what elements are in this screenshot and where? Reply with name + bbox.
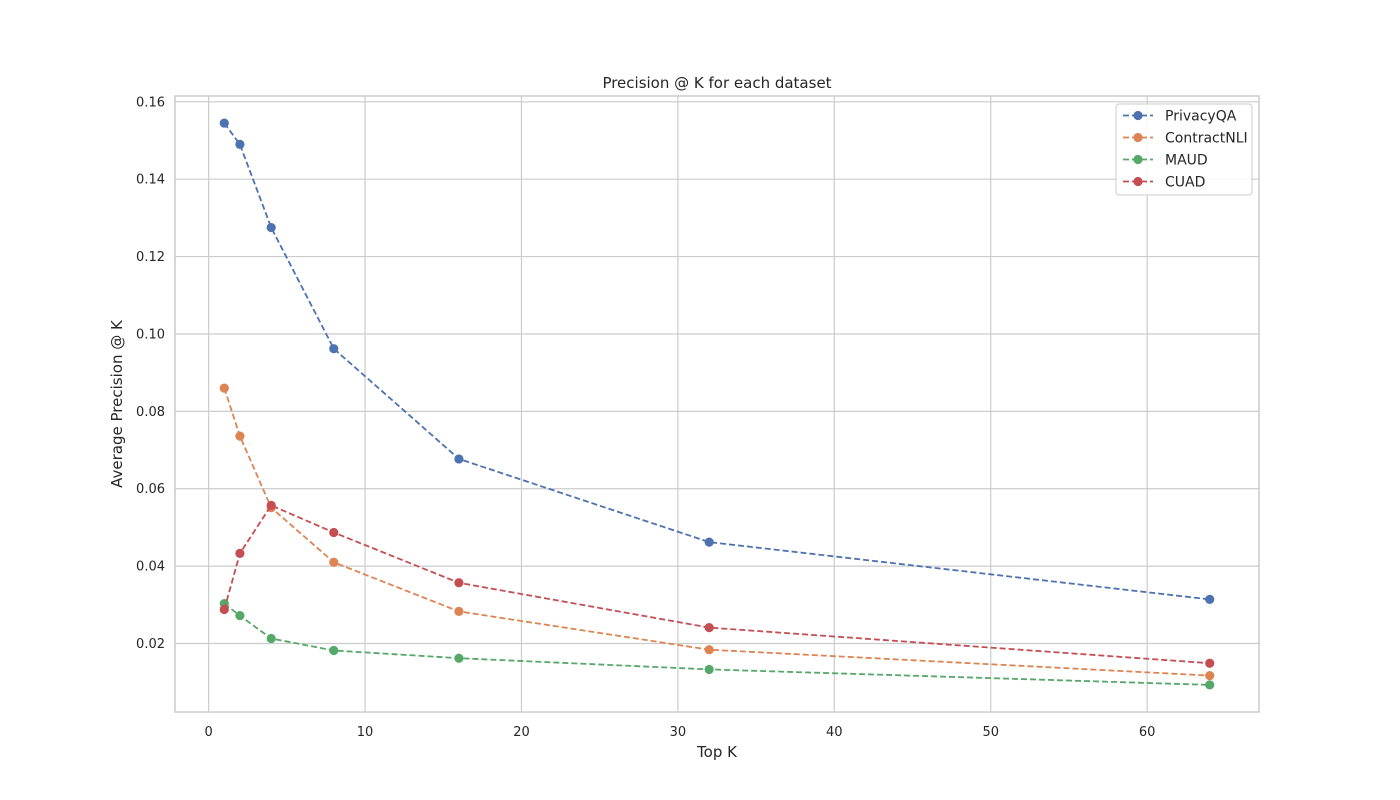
legend: PrivacyQA ContractNLI MAUD CUAD [1115,103,1253,196]
x-tick-labels: 0 10 20 30 40 50 60 [204,725,1155,740]
data-point [219,383,229,393]
legend-label: MAUD [1165,153,1208,169]
data-point [266,500,276,510]
data-point [704,537,714,547]
y-tick-label: 0.04 [136,560,165,575]
data-point [219,604,229,615]
x-tick-label: 40 [826,725,843,740]
legend-label: PrivacyQA [1165,109,1237,125]
data-point [454,578,464,588]
x-tick-label: 60 [1139,725,1156,740]
grid-lines [175,96,1259,712]
data-point [704,623,714,633]
series-privacyqa [219,118,1215,605]
legend-item-cuad: CUAD [1123,175,1205,191]
data-point [1205,671,1215,681]
data-point [704,645,714,655]
data-point [329,557,339,567]
y-tick-label: 0.06 [136,482,165,497]
y-tick-label: 0.12 [136,250,165,265]
data-point [235,139,245,149]
plot-background [175,96,1259,712]
series-contractnli [219,383,1215,681]
plot-frame [174,95,1260,713]
data-point [329,344,339,354]
y-tick-label: 0.10 [136,327,165,342]
data-point [454,653,464,663]
data-point [235,611,245,621]
data-point [329,645,339,656]
legend-label: CUAD [1165,175,1205,191]
x-tick-label: 20 [513,725,530,740]
data-point [235,548,245,558]
legend-marker [1133,110,1143,121]
legend-item-maud: MAUD [1123,153,1208,169]
data-point [454,454,464,464]
y-axis-label: Average Precision @ K [108,319,126,488]
y-tick-label: 0.08 [136,405,165,420]
data-point [1205,594,1215,605]
legend-label: ContractNLI [1165,131,1248,147]
data-point [266,222,276,233]
x-tick-label: 30 [670,725,687,740]
legend-marker [1133,154,1143,165]
data-point [329,527,339,538]
data-point [1205,680,1215,690]
legend-item-contractnli: ContractNLI [1123,131,1248,147]
x-tick-label: 0 [204,725,212,740]
series-maud [219,599,1215,690]
x-tick-label: 10 [357,725,374,740]
x-axis-label: Top K [696,743,738,761]
data-point [235,431,245,441]
chart-title: Precision @ K for each dataset [602,74,831,92]
data-point [454,606,464,616]
data-point [266,633,276,644]
y-tick-label: 0.02 [136,637,165,652]
series-cuad [219,500,1215,668]
series-layer [219,118,1215,690]
y-tick-label: 0.16 [136,95,165,110]
data-point [1205,658,1215,668]
data-point [704,664,714,675]
x-tick-label: 50 [982,725,999,740]
y-tick-label: 0.14 [136,173,165,188]
legend-item-privacyqa: PrivacyQA [1123,109,1237,125]
data-point [219,118,229,128]
y-tick-labels: 0.02 0.04 0.06 0.08 0.10 0.12 0.14 0.16 [136,95,165,652]
legend-box [1115,103,1253,196]
legend-marker [1133,176,1143,187]
legend-marker [1133,132,1143,143]
